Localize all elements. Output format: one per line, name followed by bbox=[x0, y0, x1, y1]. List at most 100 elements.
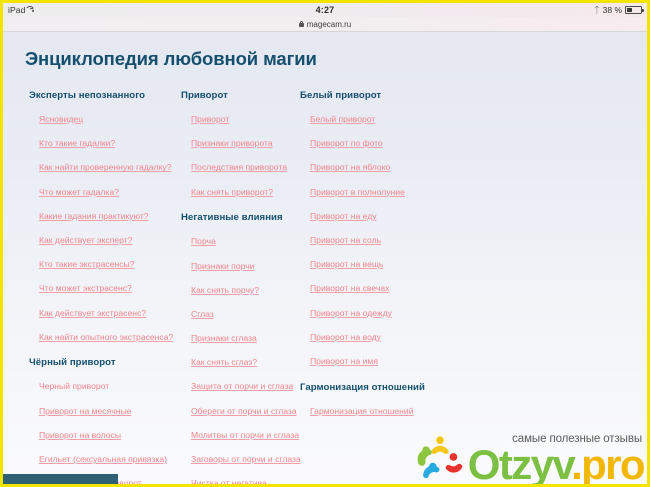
ios-status-bar: iPad 4:27 ᛏ 38 % bbox=[3, 3, 647, 17]
nav-link[interactable]: Приворот bbox=[191, 114, 230, 124]
list-item: Приворот на вещь bbox=[310, 255, 500, 272]
list-item: Чистка от негатива bbox=[191, 474, 300, 487]
list-item: Приворот на соль bbox=[310, 231, 500, 248]
list-item: Белый приворот bbox=[310, 110, 500, 127]
list-item: Приворот на месячные bbox=[39, 402, 181, 419]
status-bar-clock: 4:27 bbox=[315, 5, 335, 15]
list-item: Кто такие гадалки? bbox=[39, 134, 181, 151]
battery-icon bbox=[625, 6, 644, 14]
nav-link[interactable]: Какие гадания практикуют? bbox=[39, 210, 149, 221]
column-1: Эксперты непознанного Ясновидец Кто таки… bbox=[29, 90, 181, 484]
nav-link[interactable]: Заговоры от порчи и сглаза bbox=[191, 454, 301, 465]
nav-link[interactable]: Обереги от порчи и сглаза bbox=[191, 405, 297, 416]
nav-link[interactable]: Как найти проверенную гадалку? bbox=[39, 162, 172, 173]
watermark-logo-primary: Otzyv bbox=[467, 440, 573, 487]
nav-link[interactable]: Как найти опытного экстрасенса? bbox=[39, 331, 174, 342]
watermark-text: самые полезные отзывы Otzyv.pro bbox=[468, 433, 646, 484]
link-list: Ясновидец Кто такие гадалки? Как найти п… bbox=[29, 110, 181, 344]
section-title: Негативные влияния bbox=[181, 212, 283, 224]
section-title: Приворот bbox=[181, 90, 228, 101]
list-item: Приворот на одежду bbox=[310, 304, 500, 321]
nav-link[interactable]: Как снять сглаз? bbox=[191, 357, 258, 368]
nav-link[interactable]: Как снять приворот? bbox=[191, 186, 273, 197]
watermark-logo: Otzyv.pro bbox=[468, 443, 646, 484]
section-title: Эксперты непознанного bbox=[29, 90, 146, 101]
nav-link[interactable]: Кто такие гадалки? bbox=[39, 138, 116, 149]
nav-link[interactable]: Сглаз bbox=[191, 308, 214, 319]
list-item: Защита от порчи и сглаза bbox=[191, 377, 300, 394]
nav-link[interactable]: Что может экстрасенс? bbox=[39, 283, 132, 294]
nav-link[interactable]: Ясновидец bbox=[39, 114, 84, 124]
section-black-privorot: Чёрный приворот Черный приворот Приворот… bbox=[29, 357, 181, 484]
nav-link[interactable]: Молитвы от порчи и сглаза bbox=[191, 429, 300, 440]
nav-link[interactable]: Приворот на волосы bbox=[39, 429, 122, 440]
footer-strip bbox=[3, 474, 118, 484]
list-item: Приворот на воду bbox=[310, 328, 500, 345]
list-item: Как найти проверенную гадалку? bbox=[39, 158, 181, 175]
nav-link[interactable]: Приворот на свечах bbox=[310, 283, 390, 294]
nav-link[interactable]: Кто такие экстрасенсы? bbox=[39, 259, 135, 270]
section-experts: Эксперты непознанного Ясновидец Кто таки… bbox=[29, 90, 181, 344]
section-white-privorot: Белый приворот Белый приворот Приворот п… bbox=[300, 90, 500, 369]
nav-link[interactable]: Последствия приворота bbox=[191, 162, 287, 173]
watermark-tagline: самые полезные отзывы bbox=[512, 433, 642, 446]
nav-link[interactable]: Приворот на яблоко bbox=[310, 162, 391, 173]
nav-link[interactable]: Защита от порчи и сглаза bbox=[191, 381, 294, 392]
url-text: magecam.ru bbox=[306, 19, 352, 29]
link-list: Приворот Признаки приворота Последствия … bbox=[181, 110, 300, 199]
nav-link[interactable]: Как снять порчу? bbox=[191, 284, 260, 295]
link-list: Белый приворот Приворот по фото Приворот… bbox=[300, 110, 500, 369]
section-title: Чёрный приворот bbox=[29, 357, 116, 369]
web-page-content: Энциклопедия любовной магии Эксперты неп… bbox=[3, 32, 647, 487]
list-item: Последствия приворота bbox=[191, 158, 300, 175]
list-item: Признаки сглаза bbox=[191, 329, 300, 346]
nav-link[interactable]: Как действует эксперт? bbox=[39, 234, 133, 245]
section-harmonization: Гармонизация отношений Гармонизация отно… bbox=[300, 382, 500, 419]
list-item: Кто такие экстрасенсы? bbox=[39, 255, 181, 272]
list-item: Молитвы от порчи и сглаза bbox=[191, 426, 300, 443]
list-item: Как действует экстрасенс? bbox=[39, 304, 181, 321]
list-item: Приворот на имя bbox=[310, 352, 500, 369]
list-item: Приворот в полнолуние bbox=[310, 183, 500, 200]
list-item: Приворот на волосы bbox=[39, 426, 181, 443]
list-item: Порча bbox=[191, 232, 300, 249]
nav-link[interactable]: Приворот по фото bbox=[310, 138, 383, 149]
nav-link[interactable]: Приворот на имя bbox=[310, 355, 378, 366]
nav-link[interactable]: Как действует экстрасенс? bbox=[39, 307, 147, 318]
list-item: Как снять порчу? bbox=[191, 281, 300, 298]
list-item: Признаки приворота bbox=[191, 134, 300, 151]
battery-percent-label: 38 % bbox=[602, 5, 622, 15]
nav-link[interactable]: Что может гадалка? bbox=[39, 186, 119, 197]
nav-link[interactable]: Признаки приворота bbox=[191, 138, 273, 149]
list-item: Приворот на еду bbox=[310, 207, 500, 224]
browser-url-bar[interactable]: magecam.ru bbox=[3, 17, 647, 32]
column-2: Приворот Приворот Признаки приворота Пос… bbox=[181, 90, 301, 487]
list-item: Как найти опытного экстрасенса? bbox=[39, 328, 181, 345]
nav-link[interactable]: Приворот на вещь bbox=[310, 259, 384, 270]
page-title: Энциклопедия любовной магии bbox=[25, 48, 317, 69]
nav-link[interactable]: Егильет (сексуальная привязка) bbox=[39, 454, 167, 465]
status-bar-right: ᛏ 38 % bbox=[594, 5, 644, 15]
nav-link[interactable]: Гармонизация отношений bbox=[310, 405, 414, 416]
section-negative-influences: Негативные влияния Порча Признаки порчи … bbox=[181, 212, 301, 487]
nav-link[interactable]: Приворот на месячные bbox=[39, 405, 132, 416]
nav-link-current: Черный приворот bbox=[39, 381, 110, 392]
nav-link[interactable]: Признаки порчи bbox=[191, 260, 255, 271]
list-item: Что может экстрасенс? bbox=[39, 279, 181, 296]
nav-link[interactable]: Порча bbox=[191, 236, 216, 247]
nav-link[interactable]: Приворот на одежду bbox=[310, 307, 392, 318]
nav-link[interactable]: Приворот на еду bbox=[310, 210, 377, 221]
nav-link[interactable]: Чистка от негатива bbox=[191, 478, 267, 487]
list-item: Сглаз bbox=[191, 305, 300, 322]
nav-link[interactable]: Приворот в полнолуние bbox=[310, 186, 405, 197]
list-item: Приворот на свечах bbox=[310, 279, 500, 296]
list-item: Приворот на яблоко bbox=[310, 158, 500, 175]
nav-link[interactable]: Белый приворот bbox=[310, 114, 376, 124]
list-item: Как снять сглаз? bbox=[191, 353, 300, 370]
nav-link[interactable]: Приворот на соль bbox=[310, 234, 382, 245]
nav-link[interactable]: Признаки сглаза bbox=[191, 333, 257, 344]
watermark-logo-suffix: .pro bbox=[571, 440, 646, 487]
nav-link[interactable]: Приворот на воду bbox=[310, 331, 381, 342]
list-item: Заговоры от порчи и сглаза bbox=[191, 450, 301, 467]
